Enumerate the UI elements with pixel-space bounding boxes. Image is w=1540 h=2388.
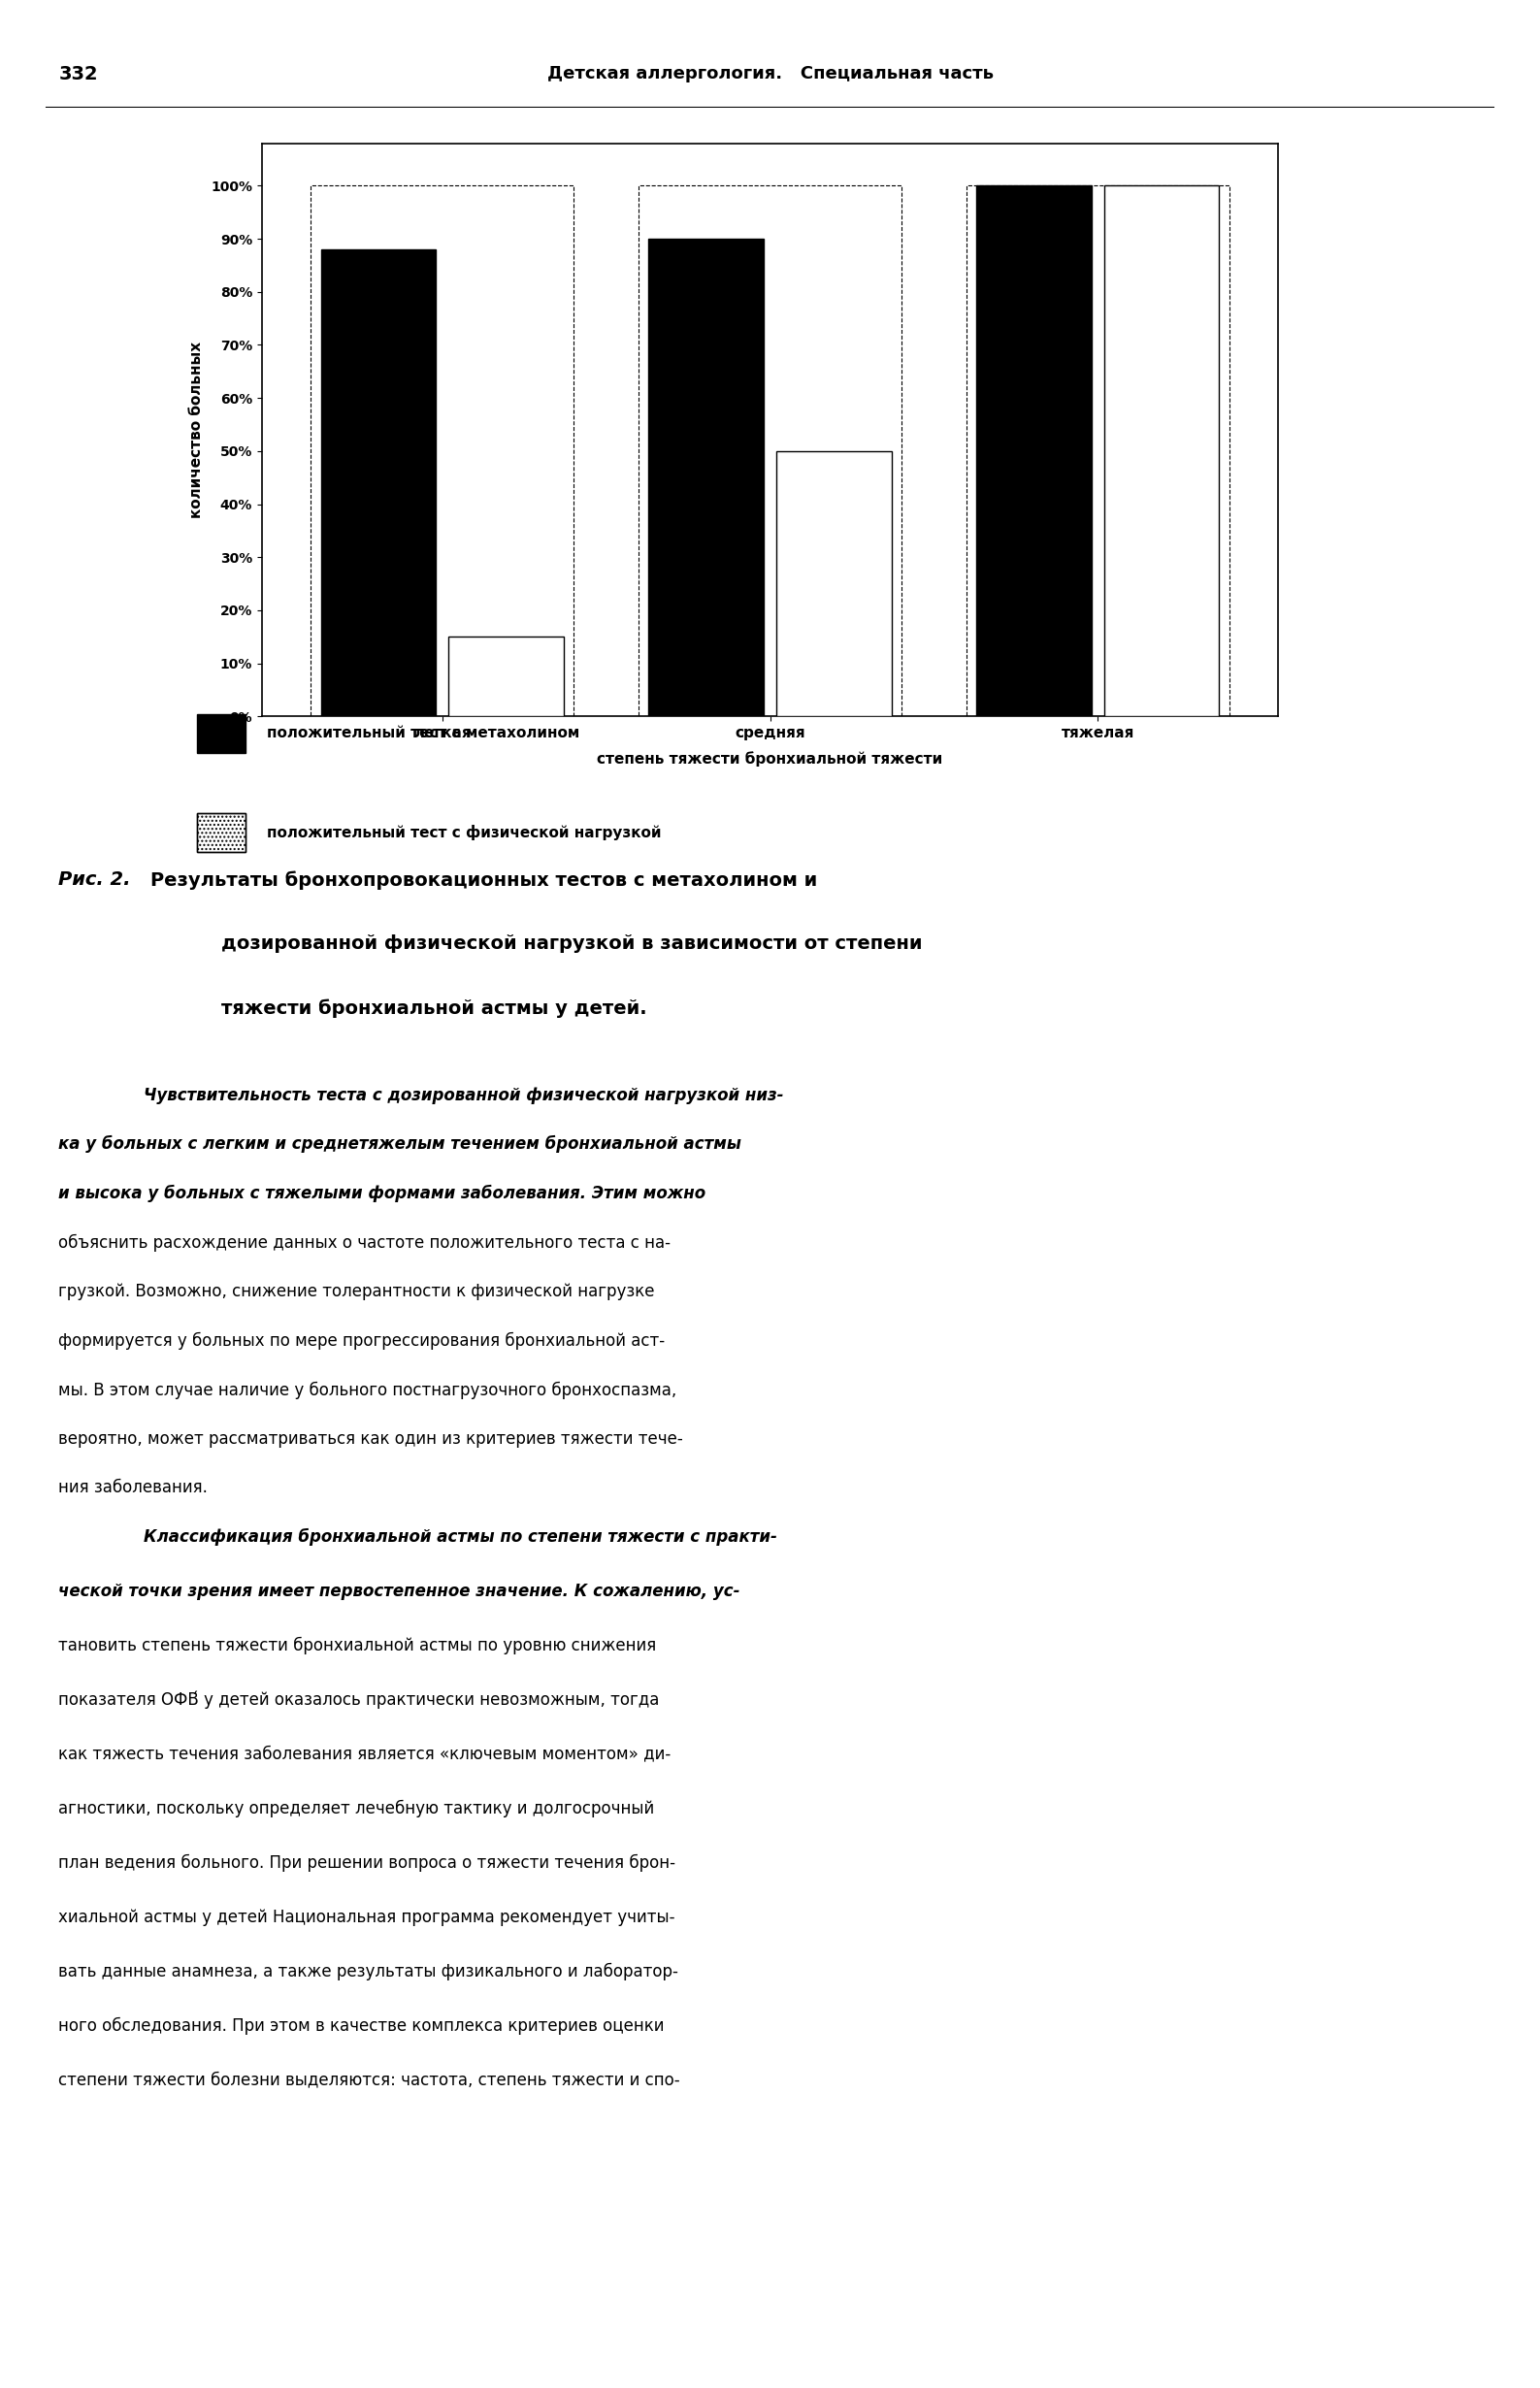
Text: дозированной физической нагрузкой в зависимости от степени: дозированной физической нагрузкой в зави… xyxy=(222,934,922,953)
Bar xyxy=(1104,186,1220,716)
Text: тяжести бронхиальной астмы у детей.: тяжести бронхиальной астмы у детей. xyxy=(222,998,647,1017)
Bar xyxy=(967,186,1229,716)
Text: положительный тест с физической нагрузкой: положительный тест с физической нагрузко… xyxy=(268,824,662,841)
Text: мы. В этом случае наличие у больного постнагрузочного бронхоспазма,: мы. В этом случае наличие у больного пос… xyxy=(59,1380,678,1399)
Text: Детская аллергология.   Специальная часть: Детская аллергология. Специальная часть xyxy=(547,64,993,84)
Bar xyxy=(448,638,564,716)
Text: агностики, поскольку определяет лечебную тактику и долгосрочный: агностики, поскольку определяет лечебную… xyxy=(59,1801,654,1817)
Text: хиальной астмы у детей Национальная программа рекомендует учиты-: хиальной астмы у детей Национальная прог… xyxy=(59,1908,675,1925)
Text: формируется у больных по мере прогрессирования бронхиальной аст-: формируется у больных по мере прогрессир… xyxy=(59,1333,665,1349)
Y-axis label: количество больных: количество больных xyxy=(189,341,203,518)
Bar xyxy=(648,239,764,716)
Bar xyxy=(311,186,573,716)
Text: Рис. 2.: Рис. 2. xyxy=(59,872,131,888)
Bar xyxy=(320,248,436,716)
Text: степени тяжести болезни выделяются: частота, степень тяжести и спо-: степени тяжести болезни выделяются: част… xyxy=(59,2070,681,2090)
Text: объяснить расхождение данных о частоте положительного теста с на-: объяснить расхождение данных о частоте п… xyxy=(59,1235,671,1251)
Text: как тяжесть течения заболевания является «ключевым моментом» ди-: как тяжесть течения заболевания является… xyxy=(59,1746,671,1762)
Text: Классификация бронхиальной астмы по степени тяжести с практи-: Классификация бронхиальной астмы по степ… xyxy=(143,1528,778,1545)
Bar xyxy=(197,814,246,853)
Text: Результаты бронхопровокационных тестов с метахолином и: Результаты бронхопровокационных тестов с… xyxy=(151,872,818,888)
X-axis label: степень тяжести бронхиальной тяжести: степень тяжести бронхиальной тяжести xyxy=(598,752,942,767)
Text: план ведения больного. При решении вопроса о тяжести течения брон-: план ведения больного. При решении вопро… xyxy=(59,1853,676,1872)
Text: тановить степень тяжести бронхиальной астмы по уровню снижения: тановить степень тяжести бронхиальной ас… xyxy=(59,1636,656,1655)
Text: вать данные анамнеза, а также результаты физикального и лаборатор-: вать данные анамнеза, а также результаты… xyxy=(59,1963,679,1980)
Text: Чувствительность теста с дозированной физической нагрузкой низ-: Чувствительность теста с дозированной фи… xyxy=(143,1087,784,1103)
Bar xyxy=(976,186,1092,716)
Bar xyxy=(197,814,246,853)
Text: показателя ОФВ́ у детей оказалось практически невозможным, тогда: показателя ОФВ́ у детей оказалось практи… xyxy=(59,1691,659,1710)
Text: ческой точки зрения имеет первостепенное значение. К сожалению, ус-: ческой точки зрения имеет первостепенное… xyxy=(59,1583,741,1600)
Text: ного обследования. При этом в качестве комплекса критериев оценки: ного обследования. При этом в качестве к… xyxy=(59,2018,665,2035)
Text: вероятно, может рассматриваться как один из критериев тяжести тече-: вероятно, может рассматриваться как один… xyxy=(59,1430,684,1447)
Bar xyxy=(776,451,892,716)
Text: положительный тест с метахолином: положительный тест с метахолином xyxy=(268,726,581,740)
Bar xyxy=(197,714,246,752)
Text: грузкой. Возможно, снижение толерантности к физической нагрузке: грузкой. Возможно, снижение толерантност… xyxy=(59,1282,654,1301)
Text: ния заболевания.: ния заболевания. xyxy=(59,1478,208,1497)
Text: ка у больных с легким и среднетяжелым течением бронхиальной астмы: ка у больных с легким и среднетяжелым те… xyxy=(59,1137,742,1153)
Text: 332: 332 xyxy=(59,64,99,84)
Bar xyxy=(639,186,901,716)
Text: и высока у больных с тяжелыми формами заболевания. Этим можно: и высока у больных с тяжелыми формами за… xyxy=(59,1184,705,1201)
